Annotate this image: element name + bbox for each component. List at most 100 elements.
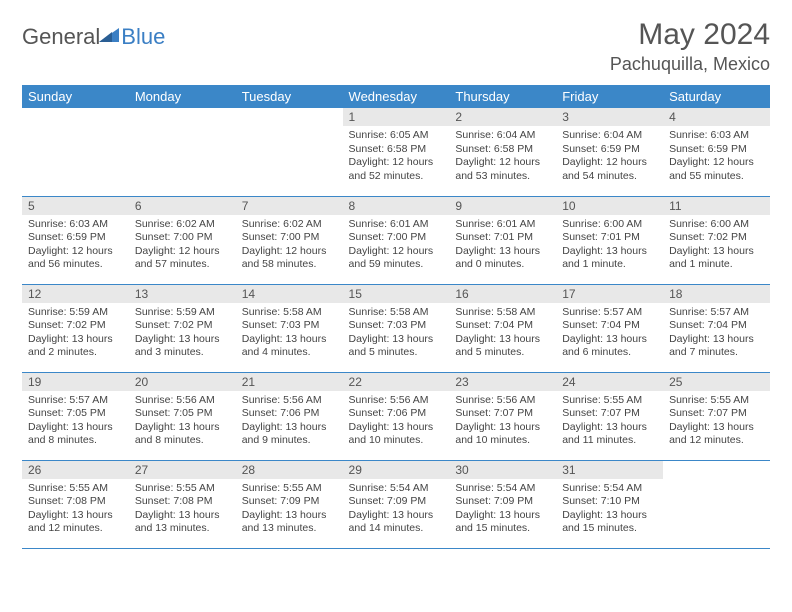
day-number: 9	[449, 197, 556, 215]
calendar-day-cell: 31 Sunrise: 5:54 AMSunset: 7:10 PMDayligh…	[556, 460, 663, 548]
daylight-line: Daylight: 13 hours and 1 minute.	[669, 245, 764, 272]
daylight-line: Daylight: 13 hours and 10 minutes.	[349, 421, 444, 448]
calendar-day-cell: 5Sunrise: 6:03 AMSunset: 6:59 PMDaylight…	[22, 196, 129, 284]
daylight-line: Daylight: 12 hours and 55 minutes.	[669, 156, 764, 183]
calendar-empty-cell	[236, 108, 343, 196]
day-number: 4	[663, 108, 770, 126]
day-number: 14	[236, 285, 343, 303]
day-header: Thursday	[449, 85, 556, 108]
sunrise-line: Sunrise: 5:58 AM	[242, 306, 337, 320]
day-number: 10	[556, 197, 663, 215]
day-details: Sunrise: 6:02 AMSunset: 7:00 PMDaylight:…	[129, 215, 236, 277]
sunset-line: Sunset: 7:01 PM	[455, 231, 550, 245]
day-details: Sunrise: 5:57 AMSunset: 7:05 PMDaylight:…	[22, 391, 129, 453]
daylight-line: Daylight: 13 hours and 13 minutes.	[135, 509, 230, 536]
sunset-line: Sunset: 7:09 PM	[349, 495, 444, 509]
day-details: Sunrise: 6:01 AMSunset: 7:00 PMDaylight:…	[343, 215, 450, 277]
sunset-line: Sunset: 7:06 PM	[242, 407, 337, 421]
daylight-line: Daylight: 13 hours and 11 minutes.	[562, 421, 657, 448]
calendar-day-cell: 6Sunrise: 6:02 AMSunset: 7:00 PMDaylight…	[129, 196, 236, 284]
day-number: 12	[22, 285, 129, 303]
sunset-line: Sunset: 7:02 PM	[28, 319, 123, 333]
sunrise-line: Sunrise: 5:59 AM	[135, 306, 230, 320]
daylight-line: Daylight: 12 hours and 54 minutes.	[562, 156, 657, 183]
calendar-day-cell: 21Sunrise: 5:56 AMSunset: 7:06 PMDayligh…	[236, 372, 343, 460]
sunset-line: Sunset: 7:06 PM	[349, 407, 444, 421]
calendar-day-cell: 2Sunrise: 6:04 AMSunset: 6:58 PMDaylight…	[449, 108, 556, 196]
calendar-day-cell: 14Sunrise: 5:58 AMSunset: 7:03 PMDayligh…	[236, 284, 343, 372]
sunrise-line: Sunrise: 5:57 AM	[28, 394, 123, 408]
calendar-day-cell: 18Sunrise: 5:57 AMSunset: 7:04 PMDayligh…	[663, 284, 770, 372]
daylight-line: Daylight: 13 hours and 8 minutes.	[28, 421, 123, 448]
day-details: Sunrise: 5:58 AMSunset: 7:03 PMDaylight:…	[236, 303, 343, 365]
daylight-line: Daylight: 13 hours and 8 minutes.	[135, 421, 230, 448]
sunset-line: Sunset: 6:58 PM	[349, 143, 444, 157]
month-title: May 2024	[610, 18, 770, 52]
day-header: Saturday	[663, 85, 770, 108]
calendar-day-cell: 20Sunrise: 5:56 AMSunset: 7:05 PMDayligh…	[129, 372, 236, 460]
daylight-line: Daylight: 13 hours and 15 minutes.	[562, 509, 657, 536]
title-block: May 2024 Pachuquilla, Mexico	[610, 18, 770, 75]
daylight-line: Daylight: 13 hours and 1 minute.	[562, 245, 657, 272]
day-header: Monday	[129, 85, 236, 108]
logo-triangle-icon	[99, 26, 121, 49]
sunset-line: Sunset: 7:09 PM	[242, 495, 337, 509]
logo-text-blue: Blue	[121, 24, 165, 49]
sunset-line: Sunset: 7:03 PM	[242, 319, 337, 333]
calendar-day-cell: 22Sunrise: 5:56 AMSunset: 7:06 PMDayligh…	[343, 372, 450, 460]
logo: General Blue	[22, 24, 165, 50]
calendar-day-cell: 12Sunrise: 5:59 AMSunset: 7:02 PMDayligh…	[22, 284, 129, 372]
sunset-line: Sunset: 7:01 PM	[562, 231, 657, 245]
calendar-empty-cell	[22, 108, 129, 196]
sunrise-line: Sunrise: 5:58 AM	[349, 306, 444, 320]
day-details: Sunrise: 5:55 AMSunset: 7:08 PMDaylight:…	[22, 479, 129, 541]
daylight-line: Daylight: 13 hours and 4 minutes.	[242, 333, 337, 360]
calendar-day-cell: 7Sunrise: 6:02 AMSunset: 7:00 PMDaylight…	[236, 196, 343, 284]
sunrise-line: Sunrise: 5:57 AM	[669, 306, 764, 320]
calendar-day-cell: 4Sunrise: 6:03 AMSunset: 6:59 PMDaylight…	[663, 108, 770, 196]
sunset-line: Sunset: 7:00 PM	[135, 231, 230, 245]
calendar-day-cell: 19Sunrise: 5:57 AMSunset: 7:05 PMDayligh…	[22, 372, 129, 460]
sunrise-line: Sunrise: 5:54 AM	[562, 482, 657, 496]
day-number: 30	[449, 461, 556, 479]
day-number: 24	[556, 373, 663, 391]
header: General Blue May 2024 Pachuquilla, Mexic…	[22, 18, 770, 75]
day-details: Sunrise: 6:00 AMSunset: 7:02 PMDaylight:…	[663, 215, 770, 277]
sunrise-line: Sunrise: 5:55 AM	[669, 394, 764, 408]
sunset-line: Sunset: 7:02 PM	[669, 231, 764, 245]
sunset-line: Sunset: 6:59 PM	[562, 143, 657, 157]
day-details: Sunrise: 5:59 AMSunset: 7:02 PMDaylight:…	[129, 303, 236, 365]
calendar-header-row: SundayMondayTuesdayWednesdayThursdayFrid…	[22, 85, 770, 108]
daylight-line: Daylight: 13 hours and 6 minutes.	[562, 333, 657, 360]
daylight-line: Daylight: 12 hours and 57 minutes.	[135, 245, 230, 272]
day-number: 15	[343, 285, 450, 303]
day-number: 28	[236, 461, 343, 479]
day-details: Sunrise: 6:03 AMSunset: 6:59 PMDaylight:…	[22, 215, 129, 277]
sunrise-line: Sunrise: 6:04 AM	[455, 129, 550, 143]
sunset-line: Sunset: 7:07 PM	[455, 407, 550, 421]
calendar-day-cell: 27Sunrise: 5:55 AMSunset: 7:08 PMDayligh…	[129, 460, 236, 548]
sunrise-line: Sunrise: 5:56 AM	[242, 394, 337, 408]
day-details: Sunrise: 5:54 AMSunset: 7:09 PMDaylight:…	[343, 479, 450, 541]
day-details: Sunrise: 6:04 AMSunset: 6:59 PMDaylight:…	[556, 126, 663, 188]
day-number: 31	[556, 461, 663, 479]
day-header: Wednesday	[343, 85, 450, 108]
calendar-day-cell: 28Sunrise: 5:55 AMSunset: 7:09 PMDayligh…	[236, 460, 343, 548]
day-number: 19	[22, 373, 129, 391]
calendar-week-row: 19Sunrise: 5:57 AMSunset: 7:05 PMDayligh…	[22, 372, 770, 460]
day-details: Sunrise: 6:01 AMSunset: 7:01 PMDaylight:…	[449, 215, 556, 277]
daylight-line: Daylight: 12 hours and 58 minutes.	[242, 245, 337, 272]
calendar-week-row: 5Sunrise: 6:03 AMSunset: 6:59 PMDaylight…	[22, 196, 770, 284]
sunset-line: Sunset: 7:07 PM	[669, 407, 764, 421]
sunrise-line: Sunrise: 6:03 AM	[28, 218, 123, 232]
sunset-line: Sunset: 7:10 PM	[562, 495, 657, 509]
calendar-day-cell: 9Sunrise: 6:01 AMSunset: 7:01 PMDaylight…	[449, 196, 556, 284]
day-details: Sunrise: 5:56 AMSunset: 7:05 PMDaylight:…	[129, 391, 236, 453]
daylight-line: Daylight: 12 hours and 59 minutes.	[349, 245, 444, 272]
sunrise-line: Sunrise: 6:02 AM	[135, 218, 230, 232]
calendar-day-cell: 3Sunrise: 6:04 AMSunset: 6:59 PMDaylight…	[556, 108, 663, 196]
day-details: Sunrise: 6:03 AMSunset: 6:59 PMDaylight:…	[663, 126, 770, 188]
sunrise-line: Sunrise: 6:03 AM	[669, 129, 764, 143]
daylight-line: Daylight: 13 hours and 2 minutes.	[28, 333, 123, 360]
day-number: 21	[236, 373, 343, 391]
